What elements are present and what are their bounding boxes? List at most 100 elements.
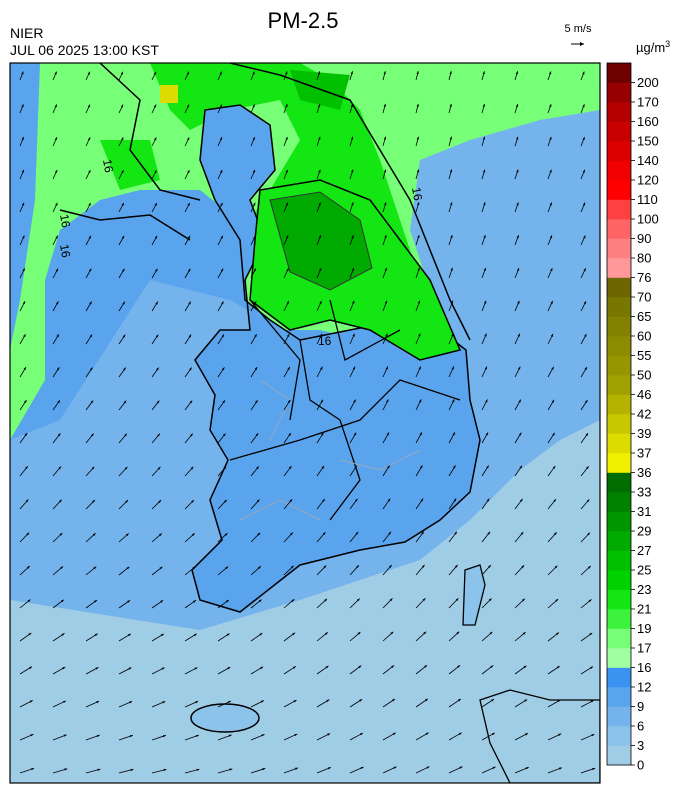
wind-arrow-head <box>321 465 325 469</box>
wind-arrow-head <box>358 665 362 669</box>
wind-arrow-head <box>516 202 519 206</box>
wind-arrow-head <box>159 566 163 570</box>
wind-arrow-head <box>158 533 162 537</box>
contour-label: 16 <box>57 243 73 259</box>
wind-arrow-head <box>285 235 289 239</box>
wind-arrow-head <box>21 169 24 173</box>
wind-arrow-head <box>516 235 519 239</box>
wind-arrow-head <box>517 366 521 370</box>
wind-arrow-head <box>194 667 198 670</box>
wind-arrow-head <box>62 700 66 704</box>
wind-arrow-head <box>186 104 190 108</box>
wind-arrow-head <box>549 235 553 239</box>
wind-arrow-head <box>58 466 62 470</box>
wind-arrow-head <box>356 598 360 602</box>
wind-arrow-head <box>254 367 258 371</box>
colorbar-segment <box>607 258 631 278</box>
wind-arrow-head <box>193 600 197 603</box>
wind-arrow-head <box>591 734 595 737</box>
wind-arrow-head <box>417 234 420 238</box>
wind-arrow-head <box>285 104 288 108</box>
wind-arrow-head <box>220 235 223 239</box>
wind-arrow-head <box>421 564 425 568</box>
wind-arrow-head <box>552 432 555 436</box>
wind-arrow-head <box>54 71 57 75</box>
wind-arrow-head <box>24 433 28 437</box>
colorbar-segment <box>607 609 631 629</box>
wind-arrow-head <box>393 766 397 769</box>
wind-arrow-head <box>288 432 291 436</box>
wind-arrow-head <box>327 767 331 770</box>
wind-arrow-head <box>359 699 363 702</box>
colorbar-label: 120 <box>637 173 659 188</box>
wind-arrow-head <box>524 699 528 702</box>
wind-arrow-head <box>318 202 321 206</box>
wind-arrow-head <box>492 766 496 770</box>
wind-arrow-head <box>555 599 559 602</box>
wind-arrow-head <box>558 733 562 736</box>
wind-arrow-head <box>288 466 292 469</box>
wind-arrow-head <box>519 465 522 469</box>
colorbar-segment <box>607 394 631 415</box>
wind-arrow-head <box>389 564 392 568</box>
wind-arrow-head <box>485 399 488 403</box>
wind-arrow-head <box>355 531 359 535</box>
wind-arrow-head <box>154 235 158 239</box>
wind-arrow-head <box>253 235 256 239</box>
wind-arrow-head <box>258 599 262 603</box>
wind-arrow-head <box>63 734 67 737</box>
wind-arrow-head <box>97 768 101 771</box>
wind-arrow-head <box>295 767 299 770</box>
wind-arrow-head <box>518 399 521 403</box>
colorbar-segment <box>607 472 631 493</box>
island-east <box>462 564 486 626</box>
wind-arrow-head <box>55 202 58 206</box>
wind-arrow-head <box>549 136 552 140</box>
colorbar-label: 25 <box>637 563 651 578</box>
wind-arrow-head <box>252 104 255 108</box>
wind-arrow-head <box>130 768 134 772</box>
wind-arrow-head <box>553 532 557 536</box>
wind-arrow-head <box>350 103 354 107</box>
wind-arrow-head <box>220 268 224 272</box>
wind-arrow-head <box>586 499 590 503</box>
wind-arrow-head <box>223 466 227 470</box>
wind-arrow-head <box>352 333 355 337</box>
wind-arrow-head <box>485 432 489 436</box>
contour-label: 16 <box>409 186 425 202</box>
wind-arrow-head <box>252 71 255 75</box>
wind-arrow-head <box>449 103 452 107</box>
colorbar-label: 17 <box>637 641 651 656</box>
wind-arrow-head <box>121 137 124 141</box>
wind-arrow-head <box>359 733 363 736</box>
wind-arrow-head <box>219 104 222 108</box>
wind-arrow-head <box>286 301 289 305</box>
wind-arrow-head <box>483 267 486 271</box>
wind-arrow-head <box>153 71 156 75</box>
colorbar-label: 140 <box>637 153 659 168</box>
wind-arrow-head <box>292 666 296 669</box>
colorbar-label: 100 <box>637 212 659 227</box>
wind-arrow-head <box>22 268 25 272</box>
wind-arrow-head <box>556 632 559 636</box>
wind-arrow-head <box>187 202 190 206</box>
wind-arrow-head <box>417 267 420 271</box>
colorbar-label: 23 <box>637 582 651 597</box>
wind-arrow-head <box>452 399 455 403</box>
wind-arrow-head <box>350 71 353 75</box>
province-borders <box>229 299 461 521</box>
colorbar-segment <box>607 63 631 83</box>
wind-arrow-head <box>191 533 195 537</box>
wind-arrow-head <box>582 169 585 173</box>
colorbar-label: 19 <box>637 621 651 636</box>
wind-arrow-head <box>292 632 296 636</box>
wind-arrow-head <box>518 432 522 436</box>
wind-arrow-head <box>285 71 288 75</box>
wind-arrow-head <box>351 169 354 173</box>
colorbar-label: 37 <box>637 446 651 461</box>
colorbar-segment <box>607 121 631 142</box>
wind-arrow-head <box>484 366 487 370</box>
wind-arrow-head <box>390 631 394 635</box>
colorbar-label: 16 <box>637 660 651 675</box>
colorbar-label: 9 <box>637 699 644 714</box>
